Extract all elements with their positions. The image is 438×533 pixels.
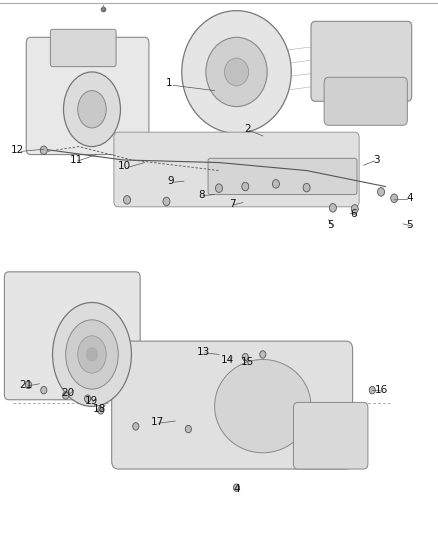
Circle shape <box>351 205 358 213</box>
Circle shape <box>369 386 375 394</box>
Circle shape <box>41 386 47 394</box>
Text: 15: 15 <box>241 358 254 367</box>
Text: 10: 10 <box>118 161 131 171</box>
Circle shape <box>242 353 248 361</box>
Circle shape <box>40 146 47 155</box>
FancyBboxPatch shape <box>112 341 353 469</box>
FancyBboxPatch shape <box>208 158 357 195</box>
Ellipse shape <box>53 303 131 406</box>
Text: 11: 11 <box>70 155 83 165</box>
Text: 9: 9 <box>167 176 174 186</box>
Text: 8: 8 <box>198 190 205 199</box>
Text: 6: 6 <box>350 209 357 219</box>
FancyBboxPatch shape <box>4 272 140 400</box>
Text: 21: 21 <box>20 380 33 390</box>
FancyBboxPatch shape <box>293 402 368 469</box>
Ellipse shape <box>206 37 267 107</box>
Circle shape <box>215 184 223 192</box>
Text: 7: 7 <box>229 199 236 208</box>
Text: 12: 12 <box>11 146 24 155</box>
Text: 18: 18 <box>93 405 106 414</box>
Circle shape <box>185 425 191 433</box>
FancyBboxPatch shape <box>114 132 359 207</box>
Text: 4: 4 <box>233 484 240 494</box>
Circle shape <box>378 188 385 196</box>
FancyBboxPatch shape <box>324 77 407 125</box>
Ellipse shape <box>64 72 120 147</box>
Text: 16: 16 <box>374 385 388 395</box>
Ellipse shape <box>78 91 106 128</box>
Ellipse shape <box>182 11 291 133</box>
Circle shape <box>133 423 139 430</box>
Text: 3: 3 <box>373 155 380 165</box>
Ellipse shape <box>215 359 311 453</box>
Text: 4: 4 <box>406 193 413 203</box>
Circle shape <box>391 194 398 203</box>
Text: 20: 20 <box>61 389 74 398</box>
Circle shape <box>25 381 32 389</box>
Circle shape <box>329 204 336 212</box>
Ellipse shape <box>78 336 106 373</box>
Circle shape <box>242 182 249 191</box>
Text: 17: 17 <box>151 417 164 427</box>
Circle shape <box>163 197 170 206</box>
FancyBboxPatch shape <box>50 29 116 67</box>
Circle shape <box>272 180 279 188</box>
Ellipse shape <box>225 58 249 86</box>
Circle shape <box>85 395 91 402</box>
Circle shape <box>63 392 69 399</box>
Text: 14: 14 <box>221 355 234 365</box>
Text: 2: 2 <box>244 124 251 134</box>
Circle shape <box>260 351 266 358</box>
Text: 13: 13 <box>197 347 210 357</box>
Ellipse shape <box>86 348 97 361</box>
Circle shape <box>98 407 104 414</box>
Text: 5: 5 <box>327 220 334 230</box>
FancyBboxPatch shape <box>311 21 412 101</box>
Text: 1: 1 <box>165 78 172 87</box>
Text: 5: 5 <box>406 220 413 230</box>
Ellipse shape <box>66 320 118 389</box>
Text: 19: 19 <box>85 396 98 406</box>
FancyBboxPatch shape <box>26 37 149 155</box>
Circle shape <box>303 183 310 192</box>
Circle shape <box>124 196 131 204</box>
Circle shape <box>233 484 240 491</box>
